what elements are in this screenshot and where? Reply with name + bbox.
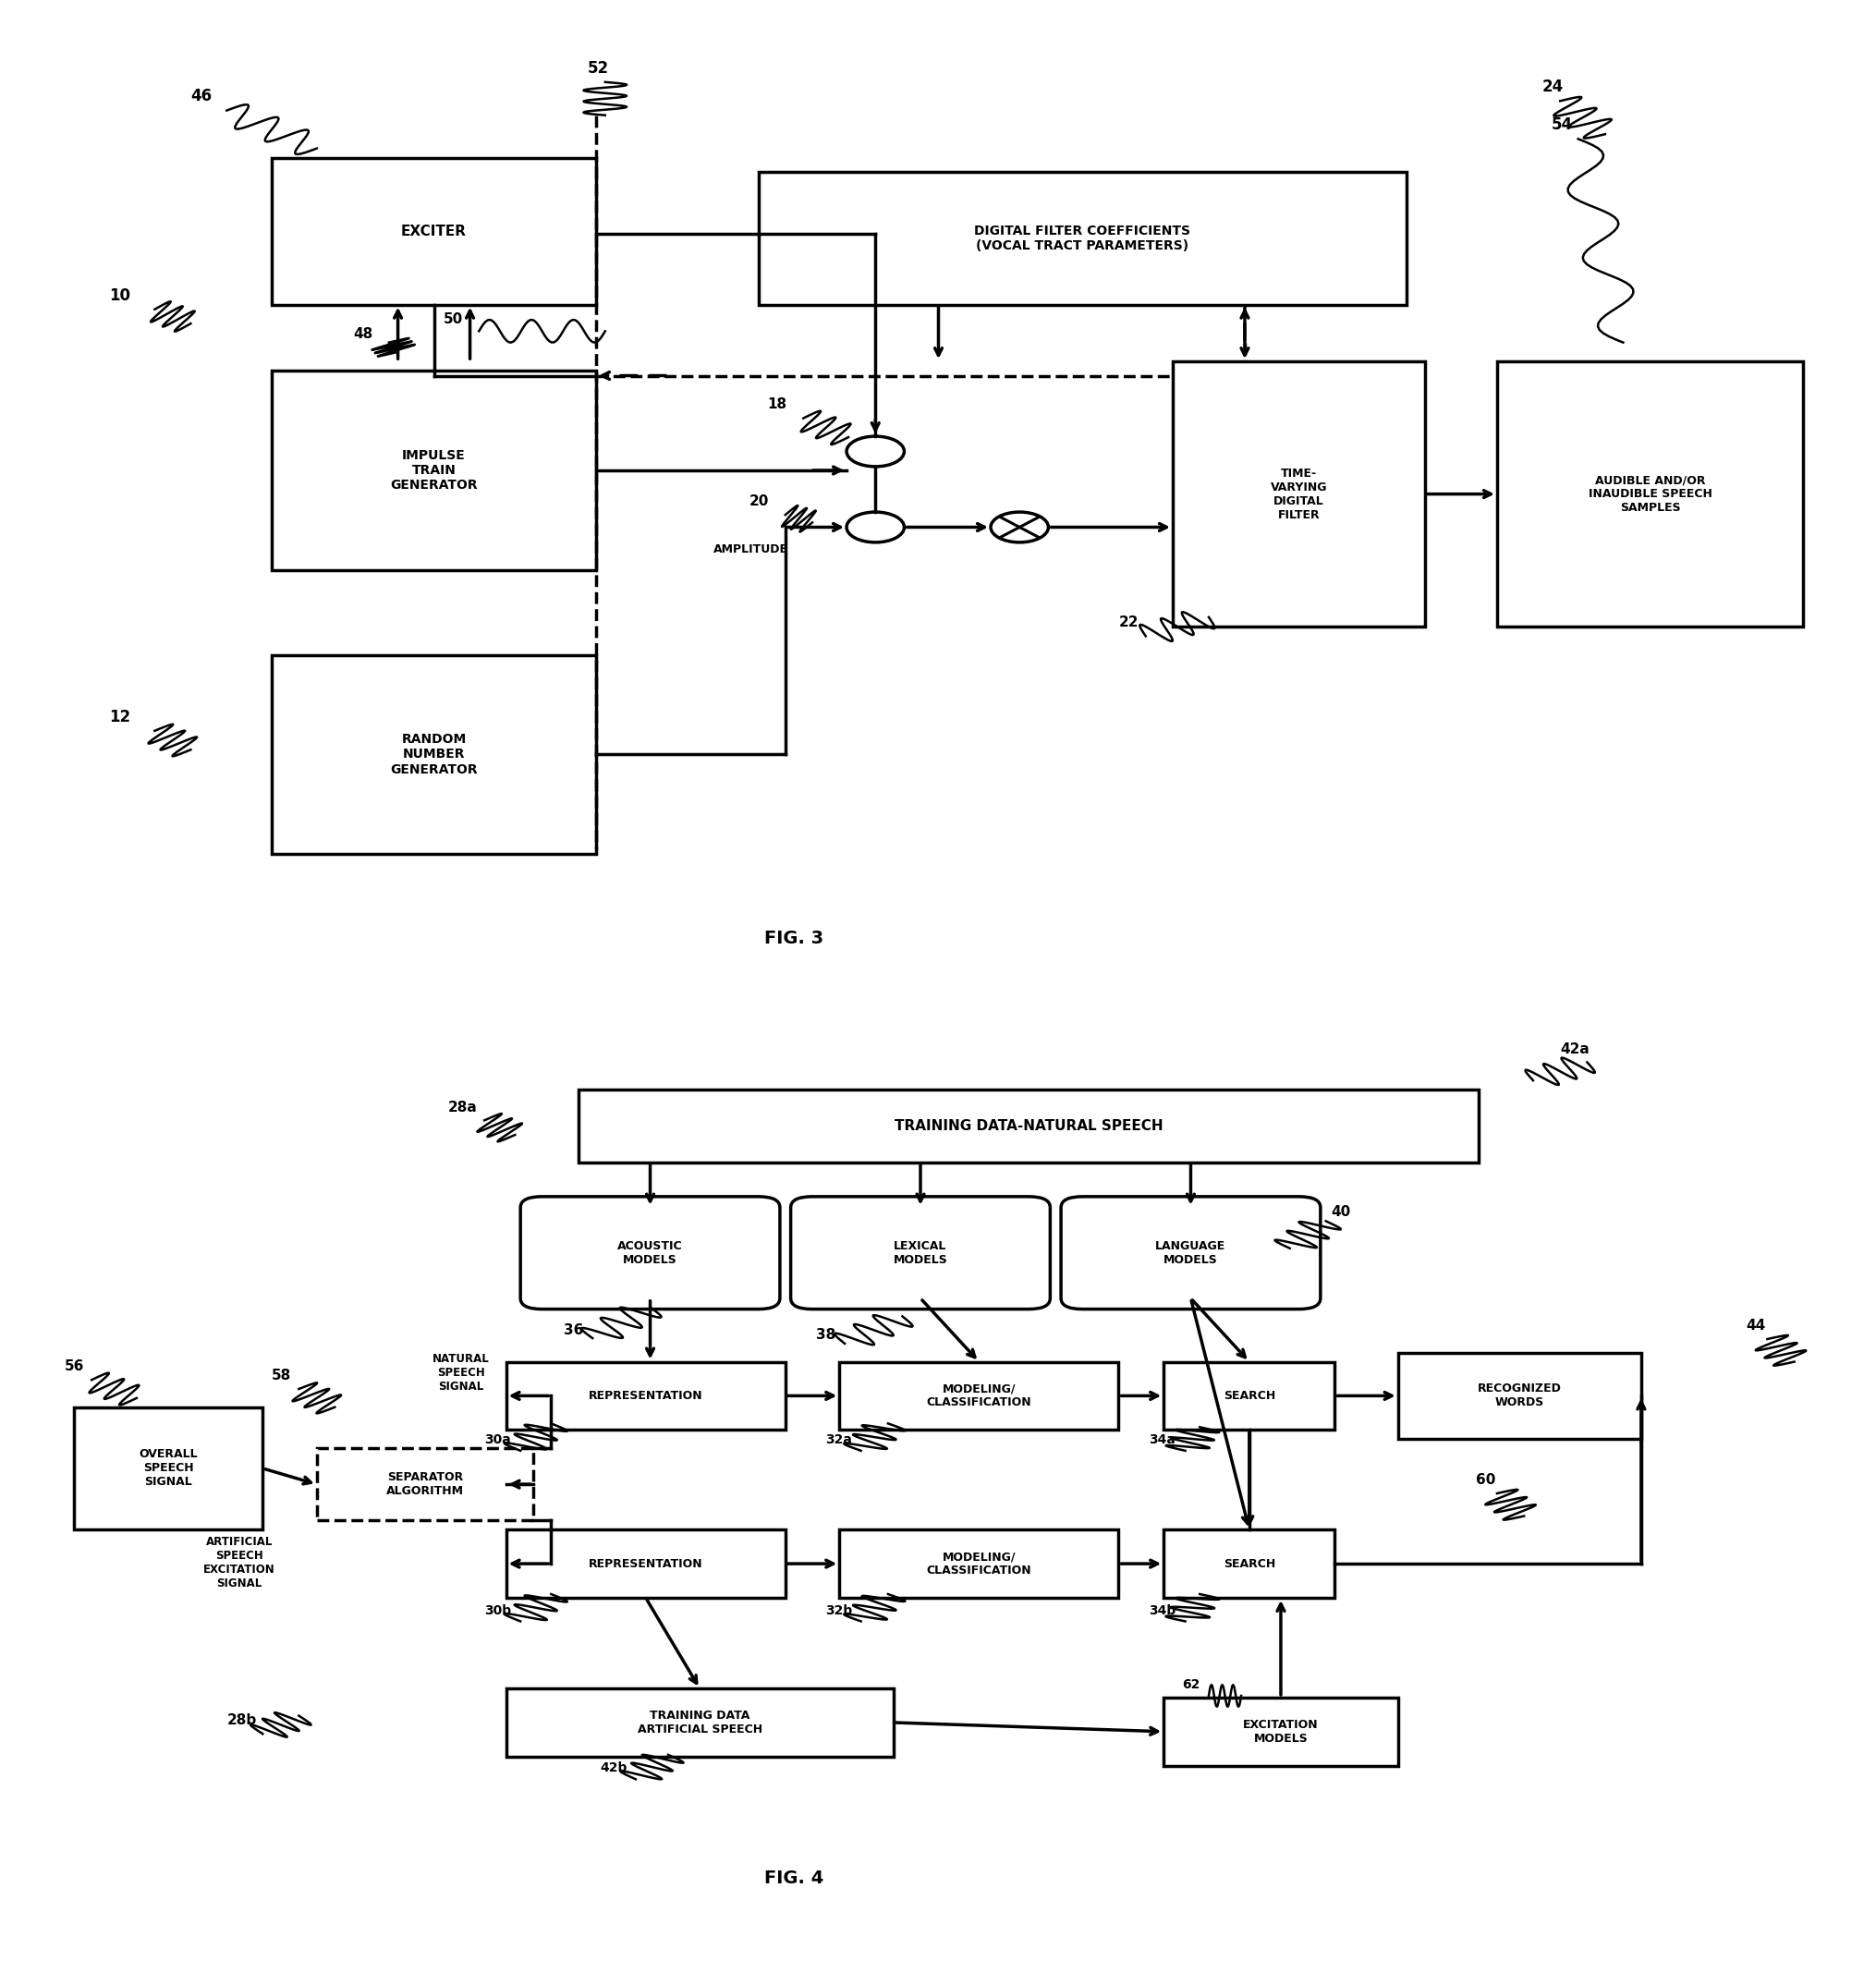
Text: 10: 10: [109, 286, 131, 304]
FancyBboxPatch shape: [839, 1529, 1118, 1598]
Text: REPRESENTATION: REPRESENTATION: [589, 1389, 702, 1401]
Text: ARTIFICIAL
SPEECH
EXCITATION
SIGNAL: ARTIFICIAL SPEECH EXCITATION SIGNAL: [203, 1537, 276, 1590]
Text: IMPULSE
TRAIN
GENERATOR: IMPULSE TRAIN GENERATOR: [390, 450, 477, 491]
Text: TIME-
VARYING
DIGITAL
FILTER: TIME- VARYING DIGITAL FILTER: [1270, 468, 1326, 521]
Text: ACOUSTIC
MODELS: ACOUSTIC MODELS: [617, 1239, 683, 1267]
FancyBboxPatch shape: [1163, 1361, 1334, 1430]
Text: 36: 36: [563, 1324, 583, 1338]
FancyBboxPatch shape: [507, 1361, 784, 1430]
FancyBboxPatch shape: [578, 1089, 1478, 1162]
Text: 34a: 34a: [1148, 1432, 1176, 1446]
Text: 54: 54: [1550, 116, 1572, 132]
Text: 40: 40: [1330, 1206, 1351, 1219]
Text: FIG. 3: FIG. 3: [764, 929, 824, 947]
FancyBboxPatch shape: [839, 1361, 1118, 1430]
Text: 44: 44: [1745, 1318, 1765, 1334]
Text: 22: 22: [1118, 616, 1139, 629]
FancyBboxPatch shape: [1497, 361, 1803, 627]
FancyBboxPatch shape: [272, 158, 597, 304]
Circle shape: [846, 513, 904, 543]
Text: SEARCH: SEARCH: [1223, 1559, 1274, 1571]
Text: 32a: 32a: [825, 1432, 852, 1446]
Text: 60: 60: [1475, 1474, 1495, 1488]
Text: 34b: 34b: [1148, 1604, 1176, 1616]
Text: EXCITATION
MODELS: EXCITATION MODELS: [1242, 1718, 1317, 1744]
FancyBboxPatch shape: [507, 1529, 784, 1598]
Text: 56: 56: [64, 1359, 84, 1373]
Text: 24: 24: [1542, 79, 1563, 95]
Text: 32b: 32b: [825, 1604, 852, 1616]
Text: 38: 38: [816, 1328, 835, 1342]
Text: 18: 18: [767, 399, 786, 412]
Text: LANGUAGE
MODELS: LANGUAGE MODELS: [1156, 1239, 1225, 1267]
Text: 42b: 42b: [600, 1762, 627, 1776]
Text: DIGITAL FILTER COEFFICIENTS
(VOCAL TRACT PARAMETERS): DIGITAL FILTER COEFFICIENTS (VOCAL TRACT…: [974, 225, 1189, 253]
FancyBboxPatch shape: [1163, 1697, 1398, 1766]
Text: 28a: 28a: [448, 1101, 478, 1115]
Text: 30b: 30b: [484, 1604, 510, 1616]
Text: SEPARATOR
ALGORITHM: SEPARATOR ALGORITHM: [386, 1472, 463, 1498]
Text: 28b: 28b: [227, 1715, 257, 1728]
FancyBboxPatch shape: [73, 1407, 263, 1529]
Text: MODELING/
CLASSIFICATION: MODELING/ CLASSIFICATION: [927, 1383, 1032, 1409]
Text: 30a: 30a: [484, 1432, 510, 1446]
Text: REPRESENTATION: REPRESENTATION: [589, 1559, 702, 1571]
Text: AMPLITUDE: AMPLITUDE: [713, 543, 788, 556]
Text: 58: 58: [272, 1369, 291, 1383]
Text: SEARCH: SEARCH: [1223, 1389, 1274, 1401]
Text: LEXICAL
MODELS: LEXICAL MODELS: [893, 1239, 947, 1267]
Text: 52: 52: [587, 59, 608, 77]
Text: MODELING/
CLASSIFICATION: MODELING/ CLASSIFICATION: [927, 1551, 1032, 1576]
FancyBboxPatch shape: [1060, 1196, 1321, 1310]
Text: 46: 46: [191, 89, 212, 105]
Text: OVERALL
SPEECH
SIGNAL: OVERALL SPEECH SIGNAL: [139, 1448, 197, 1488]
Text: TRAINING DATA-NATURAL SPEECH: TRAINING DATA-NATURAL SPEECH: [893, 1119, 1163, 1133]
Text: AUDIBLE AND/OR
INAUDIBLE SPEECH
SAMPLES: AUDIBLE AND/OR INAUDIBLE SPEECH SAMPLES: [1587, 474, 1711, 513]
FancyBboxPatch shape: [1172, 361, 1424, 627]
Text: EXCITER: EXCITER: [401, 225, 467, 239]
FancyBboxPatch shape: [272, 371, 597, 570]
Text: FIG. 4: FIG. 4: [764, 1870, 824, 1888]
FancyBboxPatch shape: [1163, 1529, 1334, 1598]
Text: 12: 12: [109, 708, 131, 724]
FancyBboxPatch shape: [758, 172, 1407, 304]
FancyBboxPatch shape: [520, 1196, 780, 1310]
Text: 48: 48: [353, 328, 371, 341]
FancyBboxPatch shape: [272, 655, 597, 854]
Text: TRAINING DATA
ARTIFICIAL SPEECH: TRAINING DATA ARTIFICIAL SPEECH: [638, 1709, 762, 1736]
Text: 62: 62: [1182, 1679, 1199, 1691]
Circle shape: [991, 513, 1049, 543]
Text: 42a: 42a: [1559, 1042, 1589, 1056]
Text: RECOGNIZED
WORDS: RECOGNIZED WORDS: [1476, 1383, 1561, 1409]
Text: 20: 20: [749, 495, 769, 509]
FancyBboxPatch shape: [1398, 1353, 1640, 1438]
Circle shape: [846, 436, 904, 466]
FancyBboxPatch shape: [790, 1196, 1051, 1310]
FancyBboxPatch shape: [317, 1448, 533, 1521]
Text: 50: 50: [443, 312, 461, 326]
Text: RANDOM
NUMBER
GENERATOR: RANDOM NUMBER GENERATOR: [390, 734, 477, 775]
FancyBboxPatch shape: [507, 1689, 893, 1756]
Text: NATURAL
SPEECH
SIGNAL: NATURAL SPEECH SIGNAL: [431, 1353, 490, 1393]
